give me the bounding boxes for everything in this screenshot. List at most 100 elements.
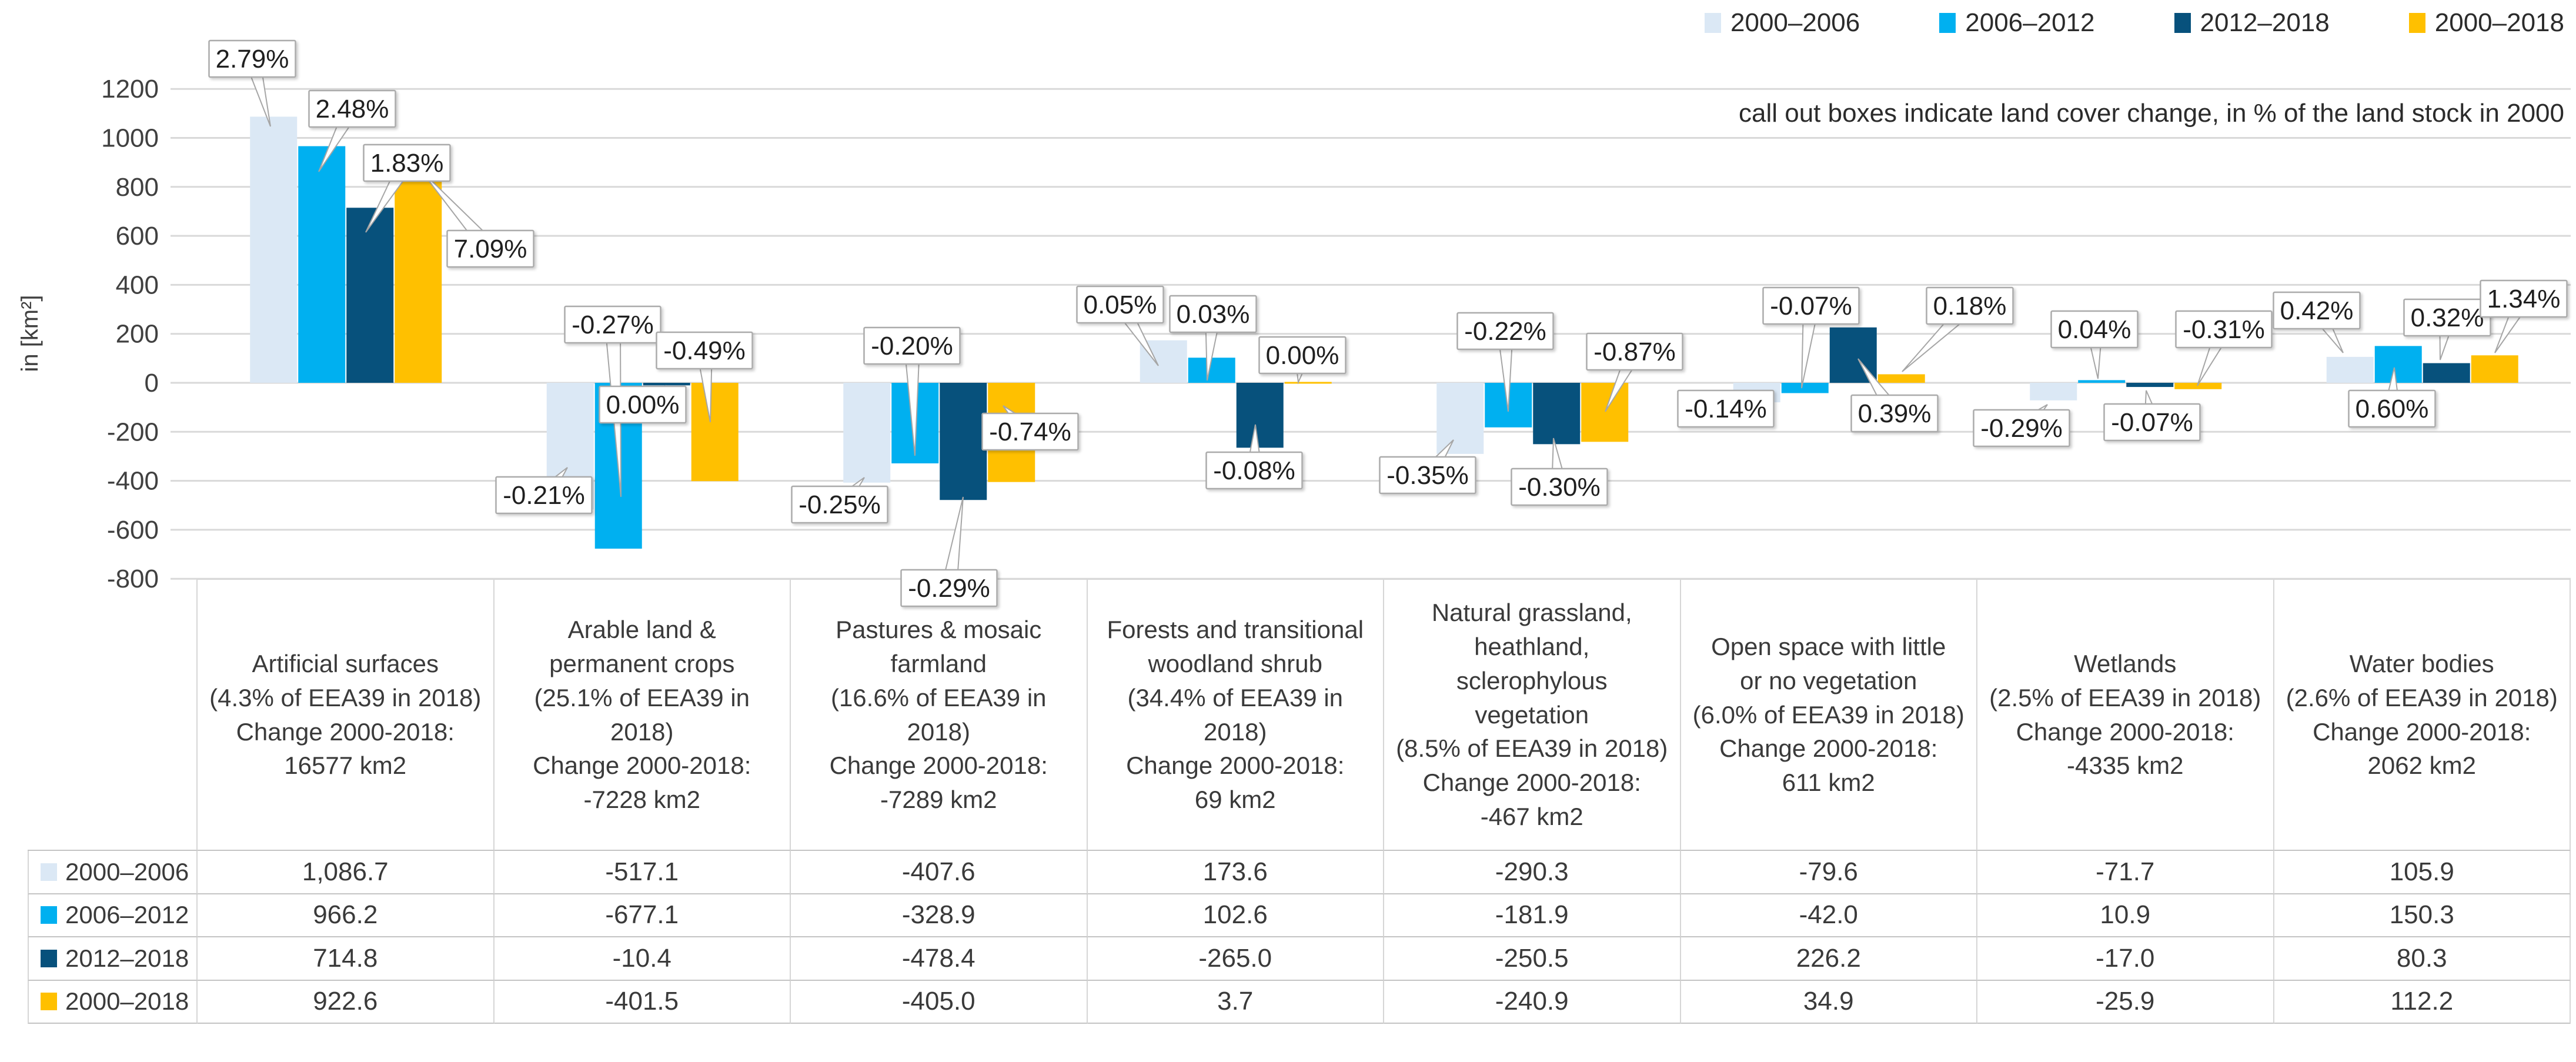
- callout-leader: [2383, 367, 2401, 410]
- callout-label: -0.08%: [1213, 456, 1295, 485]
- chart-bar: [1236, 383, 1284, 448]
- legend-swatch: [2408, 13, 2425, 33]
- chart-bar: [2030, 383, 2077, 400]
- callout-box: [1586, 332, 1683, 371]
- callout-label: 0.32%: [2411, 303, 2484, 332]
- y-tick-label: 0: [145, 369, 159, 398]
- callout-leader: [420, 170, 497, 255]
- callout-label: -0.49%: [663, 336, 745, 365]
- chart-bar: [346, 208, 394, 383]
- chart-bar: [691, 383, 739, 482]
- chart-bar: [250, 116, 298, 383]
- callout-label: 0.60%: [2356, 395, 2429, 423]
- table-cell: -677.1: [494, 894, 791, 937]
- chart-bar: [298, 146, 346, 383]
- callout-label: -0.74%: [989, 418, 1071, 446]
- callout-label: 0.39%: [1858, 399, 1932, 428]
- legend-swatch: [1705, 13, 1721, 33]
- y-tick-label: 400: [116, 270, 159, 299]
- callout-label: -0.07%: [1770, 292, 1852, 320]
- chart-bar: [1829, 327, 1877, 383]
- callout-box: [2175, 310, 2273, 349]
- callout-box: [981, 412, 1079, 451]
- callout-box: [1762, 286, 1860, 325]
- table-cell: -25.9: [1977, 980, 2274, 1024]
- callout-leader: [1003, 405, 1037, 438]
- table-column-header: Water bodies (2.6% of EEA39 in 2018) Cha…: [2274, 579, 2571, 851]
- callout-box: [2103, 403, 2201, 442]
- y-axis-title: in [km²]: [17, 295, 43, 372]
- chart-bar: [2471, 355, 2518, 383]
- callout-box: [599, 385, 687, 424]
- row-period-label: 2000–2006: [65, 857, 189, 886]
- callout-label: -0.22%: [1464, 317, 1546, 346]
- chart-bar: [1140, 340, 1187, 383]
- table-cell: -240.9: [1384, 980, 1681, 1024]
- callout-label: -0.35%: [1386, 461, 1468, 490]
- callout-label: -0.20%: [871, 332, 953, 360]
- row-swatch: [41, 906, 57, 924]
- callout-box: [363, 143, 451, 182]
- chart-bar: [1533, 383, 1581, 445]
- callout-label: 0.05%: [1084, 290, 1157, 319]
- callout-leader: [1902, 299, 1976, 372]
- row-period-label: 2000–2018: [65, 987, 189, 1016]
- chart-bar: [2374, 346, 2422, 383]
- callout-box: [446, 229, 534, 268]
- callout-leader: [244, 56, 271, 127]
- callout-label: 1.83%: [370, 149, 444, 178]
- callout-leader: [696, 349, 713, 423]
- y-tick-label: -400: [107, 467, 159, 496]
- legend-item: 2012–2018: [2174, 8, 2330, 38]
- chart-bar: [843, 383, 891, 483]
- table-cell: 102.6: [1087, 894, 1384, 937]
- chart-legend: 2000–2006 2006–2012 2012–2018 2000–2018: [1705, 8, 2564, 38]
- chart-subtitle: call out boxes indicate land cover chang…: [1738, 99, 2564, 128]
- chart-bar: [2423, 363, 2470, 383]
- callout-leader: [1857, 358, 1902, 419]
- y-tick-label: 1000: [101, 124, 159, 153]
- table-cell: -290.3: [1384, 851, 1681, 894]
- table-cell: 966.2: [198, 894, 495, 937]
- callout-box: [1677, 389, 1775, 428]
- callout-leader: [318, 104, 360, 172]
- legend-label: 2006–2012: [1965, 8, 2095, 37]
- callout-label: -0.27%: [572, 310, 653, 339]
- callout-box: [2480, 279, 2568, 318]
- callout-label: -0.07%: [2111, 408, 2193, 437]
- table-cell: 34.9: [1680, 980, 1977, 1024]
- data-table: Artificial surfaces (4.3% of EEA39 in 20…: [28, 579, 2571, 1024]
- chart-bar: [940, 383, 987, 500]
- callout-box: [2348, 389, 2436, 428]
- callout-label: -0.21%: [503, 481, 584, 510]
- callout-leader: [365, 158, 415, 233]
- callout-label: -0.25%: [798, 490, 880, 519]
- callout-box: [1456, 312, 1554, 350]
- callout-leader: [2197, 325, 2232, 386]
- callout-box: [1511, 467, 1608, 506]
- callout-leader: [940, 496, 964, 590]
- table-cell: 922.6: [198, 980, 495, 1024]
- callout-leader: [2015, 404, 2048, 435]
- chart-bar: [1284, 382, 1332, 384]
- chart-bar: [988, 383, 1035, 482]
- chart-bar: [546, 383, 594, 510]
- table-row-label: 2000–2006: [28, 851, 198, 894]
- y-tick-label: -600: [107, 516, 159, 545]
- callout-box: [308, 89, 396, 128]
- table-cell: -401.5: [494, 980, 791, 1024]
- callout-label: -0.29%: [1980, 414, 2062, 443]
- table-cell: -71.7: [1977, 851, 2274, 894]
- table-cell: 226.2: [1680, 937, 1977, 981]
- table-cell: -42.0: [1680, 894, 1977, 937]
- table-cell: -265.0: [1087, 937, 1384, 981]
- row-swatch: [41, 949, 57, 967]
- legend-item: 2006–2012: [1939, 8, 2095, 38]
- callout-leader: [1801, 304, 1820, 389]
- callout-label: -0.31%: [2183, 315, 2264, 344]
- callout-box: [791, 485, 888, 524]
- callout-label: -0.87%: [1593, 338, 1675, 366]
- callout-box: [1379, 456, 1476, 495]
- chart-bar: [395, 156, 442, 383]
